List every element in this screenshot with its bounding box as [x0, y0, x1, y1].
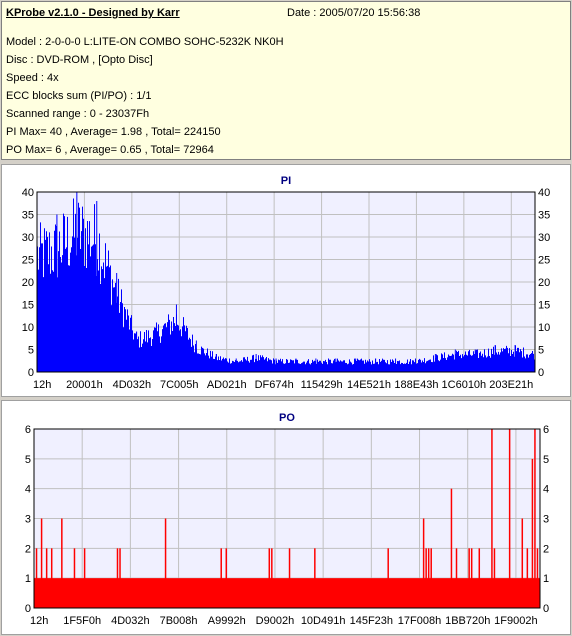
y-tick-label-left: 4 [25, 484, 31, 496]
range-line: Scanned range : 0 - 23037Fh [6, 108, 150, 120]
x-tick-label: 7B008h [160, 615, 198, 627]
y-tick-label-left: 10 [22, 322, 34, 334]
chart-title: PO [279, 412, 295, 424]
chart-title: PI [281, 175, 291, 187]
disc-line: Disc : DVD-ROM , [Opto Disc] [6, 54, 153, 66]
x-tick-label: 1F9002h [494, 615, 537, 627]
y-tick-label-left: 20 [22, 277, 34, 289]
y-tick-label-left: 2 [25, 543, 31, 555]
x-tick-label: 14E521h [347, 379, 391, 391]
y-tick-label-right: 6 [543, 424, 549, 436]
y-tick-label-left: 30 [22, 232, 34, 244]
ecc-line: ECC blocks sum (PI/PO) : 1/1 [6, 90, 152, 102]
y-tick-label-right: 20 [538, 277, 550, 289]
x-tick-label: 12h [30, 615, 48, 627]
pi-chart-panel: PI 0 0 5 5 10 10 15 15 20 20 25 25 30 30 35 35 40 40 12h 200… [1, 164, 571, 397]
x-tick-label: 145F23h [350, 615, 393, 627]
y-tick-label-left: 3 [25, 514, 31, 526]
x-tick-label: 203E21h [489, 379, 533, 391]
y-tick-label-right: 25 [538, 255, 550, 267]
y-tick-label-right: 2 [543, 543, 549, 555]
y-tick-label-left: 35 [22, 210, 34, 222]
po-chart-panel: PO 0 0 1 1 2 2 3 3 4 4 5 5 6 6 12h 1F5F0h 4D032h 7B008h A99… [1, 400, 571, 635]
y-tick-label-right: 15 [538, 300, 550, 312]
baseline-fill [34, 578, 540, 608]
app-title: KProbe v2.1.0 - Designed by Karr [6, 7, 180, 19]
pi-chart: PI 0 0 5 5 10 10 15 15 20 20 25 25 30 30 35 35 40 40 12h 200… [22, 175, 551, 391]
y-tick-label-right: 1 [543, 573, 549, 585]
y-tick-label-left: 0 [28, 367, 34, 379]
y-tick-label-left: 6 [25, 424, 31, 436]
scan-date: Date : 2005/07/20 15:56:38 [287, 7, 421, 19]
y-tick-label-right: 4 [543, 484, 549, 496]
y-tick-label-right: 40 [538, 187, 550, 199]
x-tick-label: 1BB720h [445, 615, 490, 627]
x-tick-label: AD021h [207, 379, 247, 391]
y-tick-label-left: 25 [22, 255, 34, 267]
y-tick-label-right: 30 [538, 232, 550, 244]
y-tick-label-left: 5 [28, 345, 34, 357]
y-tick-label-left: 1 [25, 573, 31, 585]
x-tick-label: 7C005h [160, 379, 199, 391]
plot-frame [36, 191, 536, 373]
x-tick-label: 4D032h [113, 379, 152, 391]
x-tick-label: 20001h [66, 379, 103, 391]
y-tick-label-left: 15 [22, 300, 34, 312]
x-tick-label: 12h [33, 379, 51, 391]
y-tick-label-left: 5 [25, 454, 31, 466]
x-tick-label: 4D032h [111, 615, 150, 627]
x-tick-label: DF674h [255, 379, 294, 391]
y-tick-label-right: 5 [538, 345, 544, 357]
y-tick-label-right: 5 [543, 454, 549, 466]
x-tick-label: 17F008h [398, 615, 441, 627]
speed-line: Speed : 4x [6, 72, 59, 84]
po-summary-line: PO Max= 6 , Average= 0.65 , Total= 72964 [6, 144, 214, 156]
y-tick-label-right: 0 [538, 367, 544, 379]
x-tick-label: 1C6010h [442, 379, 487, 391]
y-tick-label-right: 35 [538, 210, 550, 222]
plot-frame [33, 428, 541, 609]
y-tick-label-right: 3 [543, 514, 549, 526]
x-tick-label: 115429h [301, 379, 343, 391]
x-tick-label: 188E43h [394, 379, 438, 391]
data-bars [34, 429, 540, 608]
y-tick-label-right: 10 [538, 322, 550, 334]
pi-summary-line: PI Max= 40 , Average= 1.98 , Total= 2241… [6, 126, 221, 138]
x-tick-label: A9992h [208, 615, 246, 627]
x-tick-label: D9002h [256, 615, 295, 627]
model-line: Model : 2-0-0-0 L:LITE-ON COMBO SOHC-523… [6, 36, 284, 48]
y-tick-label-right: 0 [543, 603, 549, 615]
y-tick-label-left: 40 [22, 187, 34, 199]
x-tick-label: 10D491h [301, 615, 346, 627]
x-tick-label: 1F5F0h [63, 615, 101, 627]
y-tick-label-left: 0 [25, 603, 31, 615]
po-chart: PO 0 0 1 1 2 2 3 3 4 4 5 5 6 6 12h 1F5F0h 4D032h 7B008h A99… [25, 412, 549, 627]
info-panel: KProbe v2.1.0 - Designed by Karr Date : … [1, 1, 571, 160]
